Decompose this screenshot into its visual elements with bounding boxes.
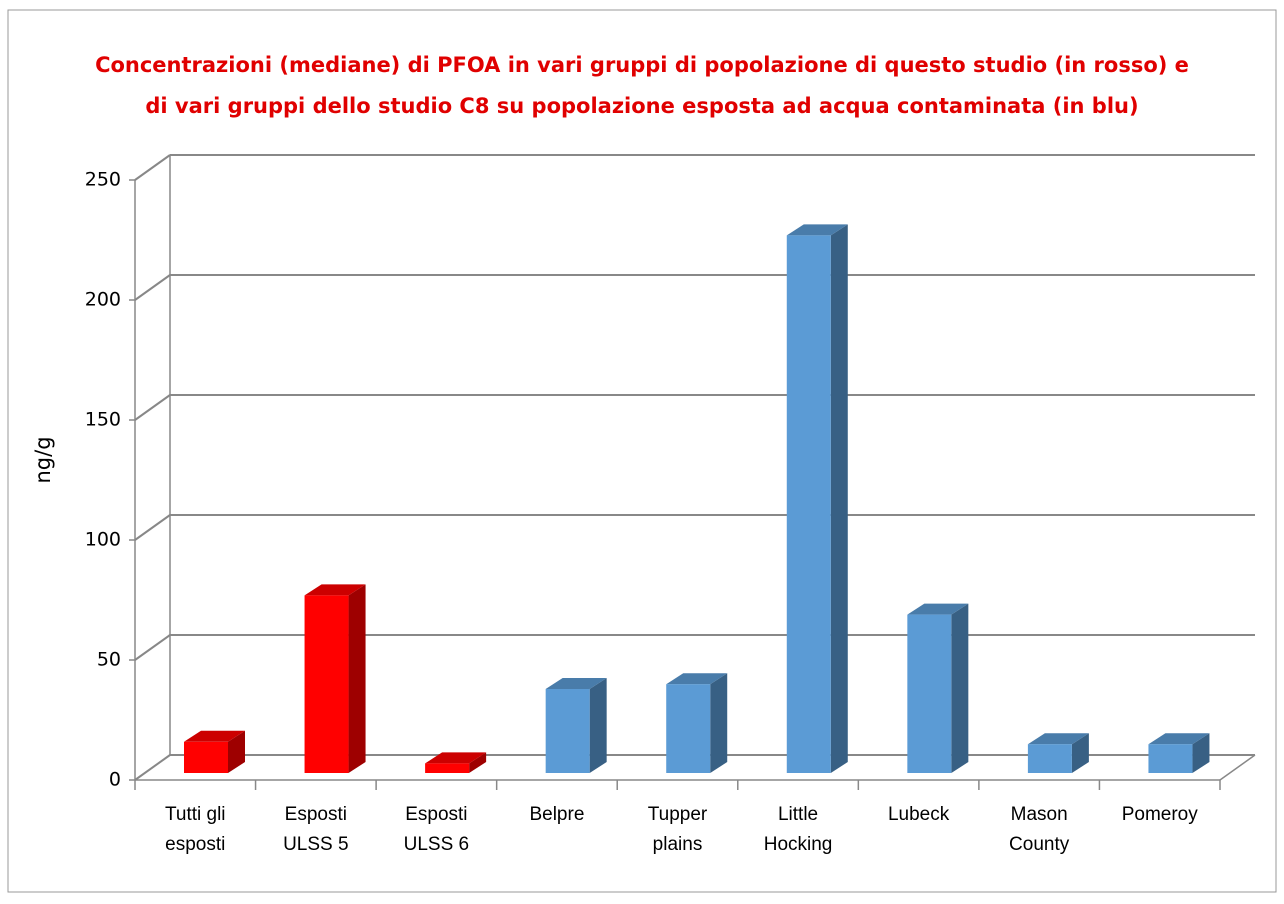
x-tick-label: Mason County [1009,804,1070,855]
bar [1027,744,1072,773]
bar-top [304,584,366,596]
grid-line [134,394,171,421]
y-tick-label: 100 [85,529,121,551]
y-tick-label: 250 [85,169,121,191]
grid-line [134,754,171,781]
y-axis-label: ng/g [31,436,55,483]
bar [1148,744,1193,773]
bar-top [545,678,607,689]
bar-side [710,673,728,773]
bar [304,595,349,773]
bar [666,684,711,773]
y-tick-label: 50 [97,649,121,671]
chart-title: di vari gruppi dello studio C8 su popola… [145,94,1138,118]
bar-top [1148,733,1210,745]
bar-top [786,224,848,236]
bar-top [184,730,245,742]
y-tick-label: 200 [85,289,121,311]
grid-line [134,154,171,181]
bar [786,235,831,773]
bar [907,614,952,773]
y-tick-label: 150 [85,409,121,431]
axis-line [1219,754,1256,781]
bar-side [348,584,366,773]
bar-top [907,603,969,615]
bar [184,741,228,773]
bar-top [666,673,728,685]
bar-side [830,224,848,773]
x-tick-label: Pomeroy [1121,804,1198,825]
bar [425,763,470,773]
x-tick-label: Little Hocking [763,804,833,855]
x-tick-label: Esposti ULSS 5 [283,804,349,855]
bar-side [1071,733,1089,773]
y-tick-label: 0 [109,769,121,791]
x-tick-label: Esposti ULSS 6 [403,804,470,855]
grid-line [134,634,171,661]
bar-side [228,730,245,773]
bar-top [1027,733,1089,745]
x-tick-label: Lubeck [887,804,950,825]
grid-line [134,274,171,301]
bar-side [589,678,607,773]
bar-top [425,752,487,764]
bar-side [1192,733,1210,773]
x-tick-label: Tutti gli esposti [164,804,226,855]
bar-side [951,603,969,773]
grid-line [134,514,171,541]
bar-side [469,752,487,773]
x-tick-label: Belpre [529,804,585,825]
bar [545,689,590,773]
x-tick-label: Tupper plains [647,804,708,855]
chart-title: Concentrazioni (mediane) di PFOA in vari… [95,53,1189,77]
